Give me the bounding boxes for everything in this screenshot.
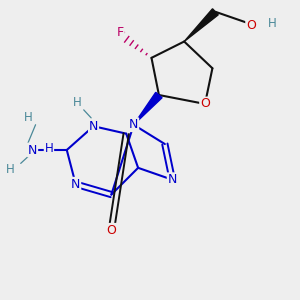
Text: N: N — [129, 118, 138, 131]
Text: H: H — [73, 96, 82, 109]
Text: O: O — [246, 19, 256, 32]
Text: H: H — [45, 142, 53, 155]
Polygon shape — [184, 9, 218, 41]
Text: O: O — [200, 98, 210, 110]
Text: H: H — [6, 163, 15, 176]
Polygon shape — [134, 92, 162, 125]
Text: N: N — [168, 173, 177, 186]
Text: H: H — [268, 17, 276, 30]
Text: H: H — [24, 111, 32, 124]
Text: F: F — [117, 26, 124, 39]
Text: N: N — [28, 143, 37, 157]
Text: O: O — [106, 224, 116, 237]
Text: N: N — [89, 120, 98, 133]
Text: N: N — [71, 178, 80, 191]
